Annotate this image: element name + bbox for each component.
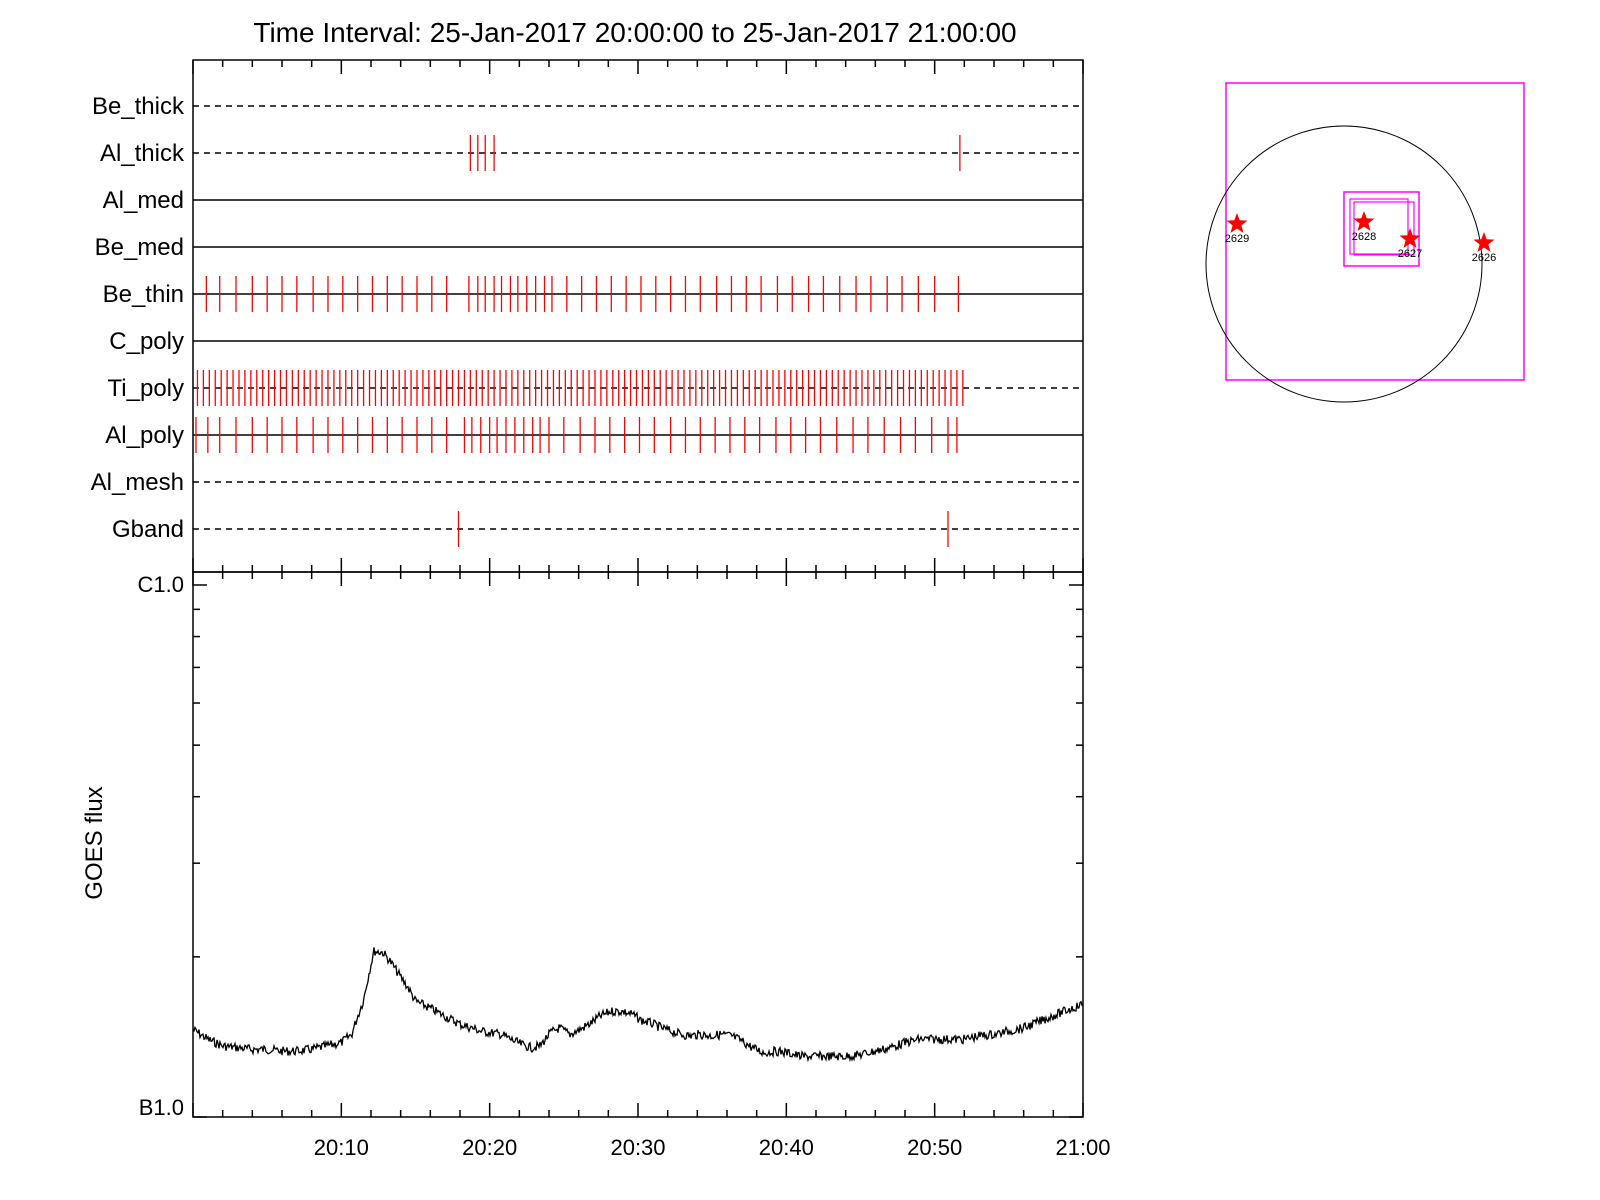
timeline-top-ticks [192, 60, 1084, 572]
goes-x-ticks: 20:10 20:20 20:30 20:40 20:50 21:00 [192, 572, 1111, 1160]
y-tick-label-bottom: B1.0 [139, 1095, 184, 1120]
goes-flux-line [192, 947, 1084, 1063]
channel-label: Al_poly [105, 422, 184, 449]
channel-row-al-thick: Al_thick [100, 135, 1083, 171]
fov-inner-box [1343, 191, 1420, 267]
fov-inner-box-2 [1349, 198, 1409, 255]
channel-label: Gband [112, 516, 184, 543]
x-tick-label: 21:00 [1055, 1135, 1110, 1160]
channel-label: Al_mesh [91, 469, 184, 496]
goes-y-ticks [193, 584, 1083, 1118]
channel-label: Be_thick [92, 93, 185, 120]
star-icon [1226, 213, 1248, 233]
active-region-label: 2627 [1398, 248, 1422, 260]
timeline-frame [192, 59, 1084, 573]
channel-label: C_poly [109, 328, 184, 355]
channel-row-be-thin: Be_thin [103, 276, 1083, 312]
fov-outer-box [1225, 82, 1525, 381]
active-region-2627: 2627 [1398, 228, 1422, 260]
active-region-label: 2626 [1472, 252, 1496, 264]
channel-label: Be_thin [103, 281, 184, 308]
chart-title: Time Interval: 25-Jan-2017 20:00:00 to 2… [253, 17, 1016, 48]
channel-row-al-mesh: Al_mesh [91, 469, 1083, 496]
active-region-markers: 2629 2628 2627 2626 [1225, 211, 1496, 264]
channel-row-gband: Gband [112, 511, 1083, 547]
x-tick-label: 20:40 [759, 1135, 814, 1160]
y-axis-label: GOES flux [81, 786, 108, 899]
channel-row-be-thick: Be_thick [92, 93, 1083, 120]
x-tick-label: 20:50 [907, 1135, 962, 1160]
star-icon [1399, 228, 1421, 248]
solar-disk-panel: 2629 2628 2627 2626 [1205, 82, 1525, 403]
star-icon [1473, 232, 1495, 252]
channel-label: Al_med [103, 187, 184, 214]
star-icon [1353, 211, 1375, 231]
channel-row-al-poly: Al_poly [105, 417, 1083, 453]
channel-label: Be_med [95, 234, 184, 261]
channel-row-al-med: Al_med [103, 187, 1083, 214]
timeline-panel: Be_thick Al_thick Al_med Be_med Be_thin C_pol… [91, 59, 1084, 573]
solar-disk [1205, 125, 1483, 403]
active-region-2628: 2628 [1352, 211, 1376, 243]
channel-label: Ti_poly [108, 375, 184, 402]
goes-frame [192, 571, 1084, 1118]
x-tick-label: 20:20 [462, 1135, 517, 1160]
active-region-2626: 2626 [1472, 232, 1496, 264]
channel-rows: Be_thick Al_thick Al_med Be_med Be_thin C_pol… [91, 93, 1083, 547]
channel-row-ti-poly: Ti_poly [108, 370, 1083, 406]
x-tick-label: 20:30 [610, 1135, 665, 1160]
fov-inner-box-3 [1353, 201, 1415, 256]
goes-panel: 20:10 20:20 20:30 20:40 20:50 21:00 C1.0 B1.0… [81, 571, 1111, 1160]
x-tick-label: 20:10 [314, 1135, 369, 1160]
channel-row-be-med: Be_med [95, 234, 1083, 261]
y-tick-label-top: C1.0 [138, 572, 184, 597]
channel-label: Al_thick [100, 140, 185, 167]
active-region-2629: 2629 [1225, 213, 1249, 245]
active-region-label: 2629 [1225, 233, 1249, 245]
channel-row-c-poly: C_poly [109, 328, 1083, 355]
active-region-label: 2628 [1352, 231, 1376, 243]
